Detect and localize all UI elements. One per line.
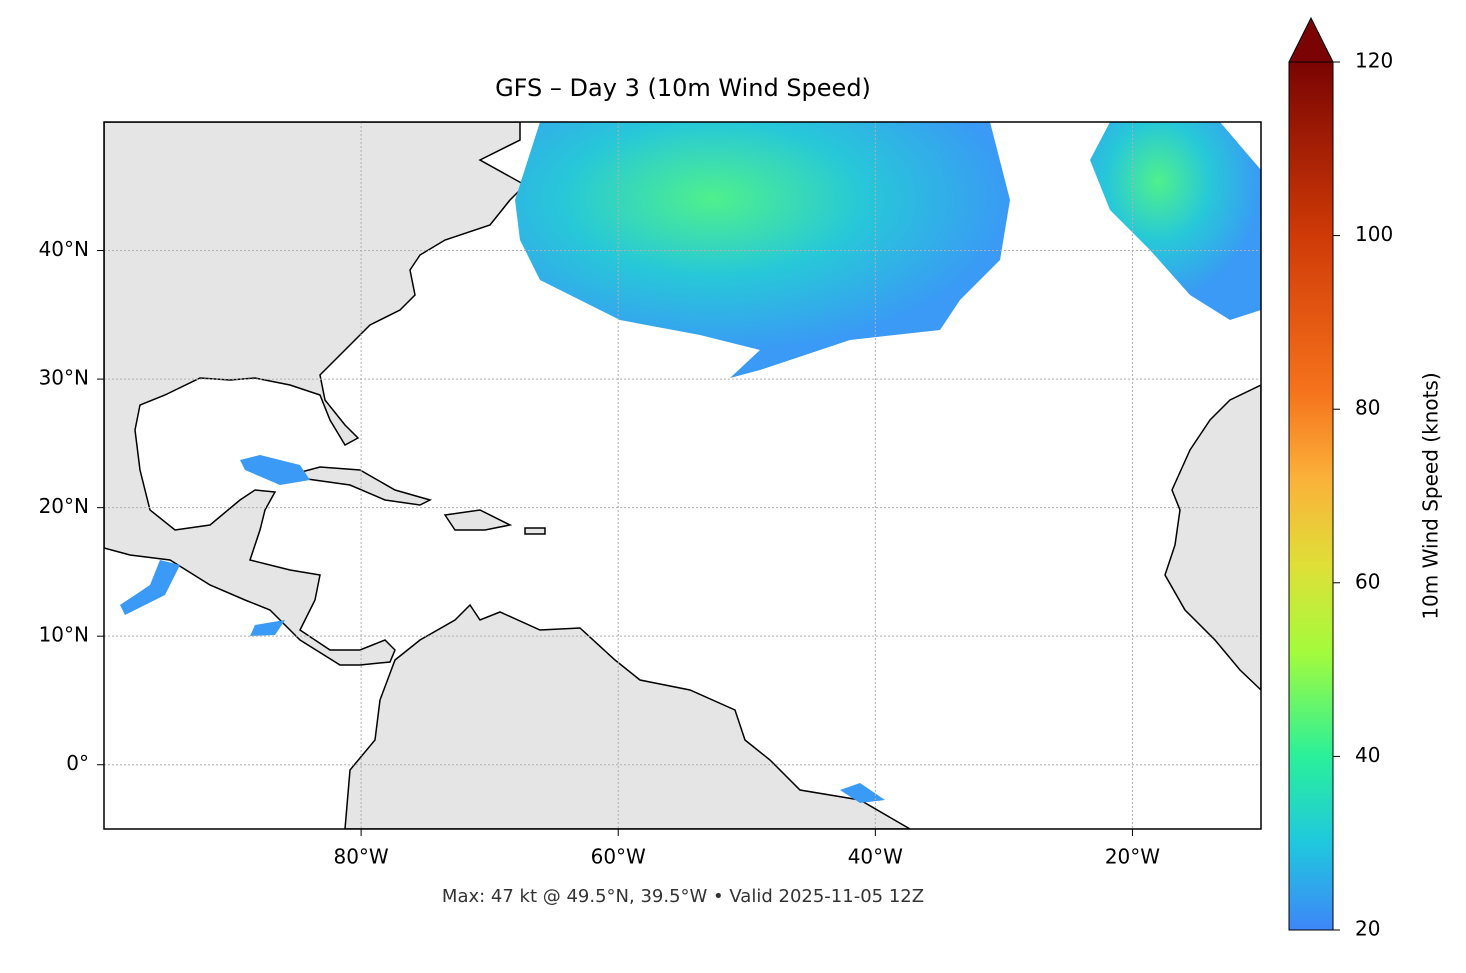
wind-field (1090, 122, 1261, 320)
y-tick-label: 0° (66, 751, 89, 775)
africa (1164, 384, 1261, 692)
map-area (104, 122, 1261, 829)
footer: Max: 47 kt @ 49.5°N, 39.5°W • Valid 2025… (442, 886, 924, 907)
cuba (287, 466, 433, 506)
colorbar-label: 10m Wind Speed (knots) (1419, 372, 1443, 619)
hispaniola (443, 509, 513, 531)
y-tick-label: 10°N (39, 623, 89, 647)
y-tick-label: 20°N (39, 494, 89, 518)
colorbar-tick-label: 100 (1355, 222, 1393, 246)
y-tick-label: 30°N (39, 366, 89, 390)
colorbar-frame (1288, 61, 1334, 931)
x-tick-label: 80°W (333, 845, 388, 869)
x-tick-label: 60°W (591, 845, 646, 869)
south-america (344, 603, 912, 829)
x-tick-label: 20°W (1105, 845, 1160, 869)
grid (104, 122, 1261, 829)
colorbar-tick-label: 40 (1355, 743, 1380, 767)
colorbar-extend (1288, 16, 1334, 63)
colorbar-tick-label: 60 (1355, 569, 1380, 593)
plot-frame (103, 121, 1262, 830)
chart-title: GFS – Day 3 (10m Wind Speed) (495, 74, 871, 102)
colorbar-tick-label: 20 (1355, 917, 1380, 941)
y-tick-label: 40°N (39, 237, 89, 261)
colorbar-tick-label: 120 (1355, 49, 1393, 73)
colorbar-tick-label: 80 (1355, 396, 1380, 420)
wind-field (240, 455, 310, 485)
colorbar (1289, 62, 1333, 930)
wind-field (120, 560, 180, 615)
puerto-rico (524, 527, 546, 535)
north-america (104, 122, 527, 666)
wind-field (515, 122, 1010, 378)
x-tick-label: 40°W (848, 845, 903, 869)
wind-field (250, 620, 285, 636)
wind-field (840, 783, 885, 803)
